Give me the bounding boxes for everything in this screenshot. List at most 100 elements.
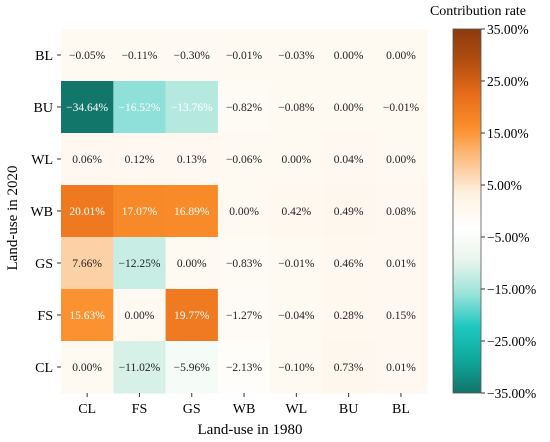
cell-value-label: −16.52% [118,102,160,114]
heatmap-cell [217,289,271,342]
y-tick-label: WB [30,205,53,220]
x-axis-ticks: CL FS GS WB WL BU BL [78,393,410,417]
heatmap-cell [270,237,323,290]
cell-value-label: 0.00% [281,154,311,166]
cell-value-label: 0.46% [334,258,364,270]
cell-value-label: 0.00% [229,206,259,218]
heatmap-cell [374,289,428,342]
heatmap-cell [61,81,114,134]
cell-value-label: −0.01% [383,102,420,114]
cell-value-label: 20.01% [69,206,105,218]
colorbar-tick-label: −35.00% [487,386,536,401]
cell-value-label: −0.04% [278,310,315,322]
cell-value-label: 0.01% [386,258,416,270]
cell-value-label: 0.00% [386,154,416,166]
x-axis-title: Land-use in 1980 [198,422,303,438]
cell-value-label: 0.49% [334,206,364,218]
cell-value-label: 0.00% [334,102,364,114]
colorbar-tick-label: −25.00% [487,334,536,349]
x-tick-label: BU [339,402,358,417]
cell-value-label: −12.25% [118,258,160,270]
cell-value-label: 0.12% [125,154,155,166]
y-tick-label: BU [34,101,53,116]
heatmap-cell [270,185,323,238]
cell-value-label: −0.01% [226,50,263,62]
heatmap-cell [113,289,167,342]
heatmap-cell [61,289,114,342]
cell-value-label: −34.64% [66,102,108,114]
cell-value-label: 0.00% [386,50,416,62]
cell-value-label: −0.05% [69,50,106,62]
heatmap-cell [113,341,167,394]
heatmap-cell [61,133,114,186]
heatmap-cell [322,341,376,394]
heatmap-cell [270,29,323,82]
y-tick-label: WL [31,153,53,168]
colorbar-tick-label: 15.00% [487,126,529,141]
cell-value-label: 0.06% [72,154,102,166]
x-tick-label: CL [78,402,96,417]
cell-value-label: −0.10% [278,362,315,374]
heatmap-cell [217,81,271,134]
heatmap-cell [322,133,376,186]
heatmap-cell [61,29,114,82]
y-tick-label: GS [35,257,53,272]
heatmap-cell [113,237,167,290]
colorbar [452,28,482,394]
heatmap-cell [374,29,428,82]
y-tick-label: BL [35,49,53,64]
heatmap-cell [374,185,428,238]
cell-value-label: 0.01% [386,362,416,374]
heatmap-cell [165,341,219,394]
heatmap-cell [165,237,219,290]
cell-value-label: 17.07% [122,206,158,218]
heatmap-cell [270,133,323,186]
x-tick-label: BL [392,402,410,417]
x-tick-label: FS [132,402,148,417]
heatmap-cells [61,29,428,394]
heatmap-cell [270,289,323,342]
x-tick-label: WL [285,402,307,417]
heatmap-cell [374,81,428,134]
heatmap-cell [217,237,271,290]
heatmap-cell [217,185,271,238]
y-axis-ticks: BL BU WL WB GS FS CL [30,49,61,376]
cell-value-label: 0.04% [334,154,364,166]
y-tick-label: CL [35,361,53,376]
heatmap-cell [61,341,114,394]
heatmap-cell [374,341,428,394]
heatmap-cell [113,81,167,134]
colorbar-tick-label: 35.00% [487,22,529,37]
colorbar-tick-label: 5.00% [487,178,522,193]
heatmap-cell [217,133,271,186]
cell-value-label: −0.82% [226,102,263,114]
cell-value-label: 0.15% [386,310,416,322]
heatmap-cell [165,81,219,134]
heatmap-cell [165,185,219,238]
heatmap-cell [270,341,323,394]
cell-value-label: 16.89% [174,206,210,218]
cell-value-label: 0.00% [177,258,207,270]
cell-value-label: 0.73% [334,362,364,374]
cell-value-label: −1.27% [226,310,263,322]
cell-value-label: −0.01% [278,258,315,270]
heatmap-cell [217,29,271,82]
heatmap-cell [270,81,323,134]
colorbar-tick-label: −5.00% [487,230,529,245]
cell-value-label: −0.30% [174,50,211,62]
cell-value-label: 0.00% [334,50,364,62]
cell-value-label: 0.00% [72,362,102,374]
heatmap-cell [165,133,219,186]
heatmap-cell [113,185,167,238]
colorbar-tick-label: −15.00% [487,282,536,297]
cell-value-label: −0.83% [226,258,263,270]
heatmap-cell [113,133,167,186]
heatmap-cell [113,29,167,82]
y-tick-label: FS [37,309,53,324]
cell-value-label: 0.28% [334,310,364,322]
cell-value-label: −13.76% [171,102,213,114]
heatmap-cell [61,237,114,290]
cell-value-label: 0.00% [125,310,155,322]
cell-value-label: −11.02% [119,362,161,374]
